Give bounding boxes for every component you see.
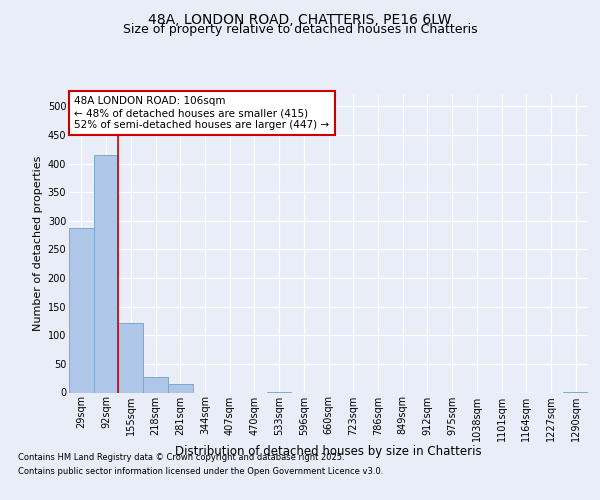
- Text: 48A LONDON ROAD: 106sqm
← 48% of detached houses are smaller (415)
52% of semi-d: 48A LONDON ROAD: 106sqm ← 48% of detache…: [74, 96, 329, 130]
- Text: Contains HM Land Registry data © Crown copyright and database right 2025.: Contains HM Land Registry data © Crown c…: [18, 454, 344, 462]
- Bar: [118, 322, 143, 392]
- Text: 48A, LONDON ROAD, CHATTERIS, PE16 6LW: 48A, LONDON ROAD, CHATTERIS, PE16 6LW: [148, 12, 452, 26]
- Bar: [143, 377, 168, 392]
- X-axis label: Distribution of detached houses by size in Chatteris: Distribution of detached houses by size …: [175, 445, 482, 458]
- Bar: [69, 228, 94, 392]
- Bar: [94, 155, 118, 392]
- Y-axis label: Number of detached properties: Number of detached properties: [34, 156, 43, 332]
- Text: Size of property relative to detached houses in Chatteris: Size of property relative to detached ho…: [122, 24, 478, 36]
- Bar: [168, 384, 193, 392]
- Text: Contains public sector information licensed under the Open Government Licence v3: Contains public sector information licen…: [18, 467, 383, 476]
